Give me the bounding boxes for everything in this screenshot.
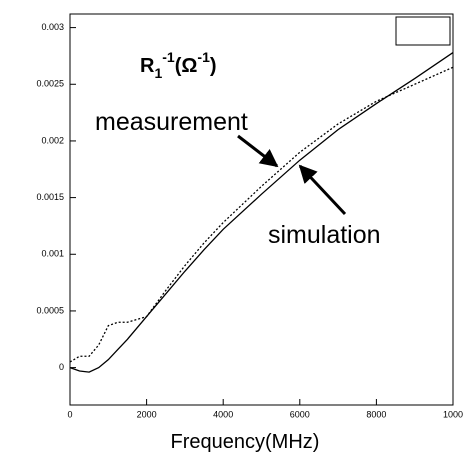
x-tick-label: 1000 [443,409,463,419]
x-tick-label: 4000 [213,409,233,419]
measurement-arrow [237,134,279,168]
annotation-unit: (Ω [175,55,198,77]
annotation-base: R [140,55,155,77]
annotation-close: ) [210,55,217,77]
y-tick-label: 0.0015 [36,192,64,202]
y-tick-label: 0 [59,362,64,372]
plot-frame [69,13,454,406]
y-tick-label: 0.0005 [36,305,64,315]
x-tick-label: 2000 [137,409,157,419]
annotation-sup: -1 [162,49,175,65]
y-tick-label: 0.003 [41,22,64,32]
y-tick-label: 0.001 [41,249,64,259]
series-line [69,66,454,363]
x-tick-label: 6000 [290,409,310,419]
simulation-arrow [298,164,347,216]
x-axis-title: Frequency(MHz) [171,431,320,453]
annotation-sub: 1 [154,65,162,81]
annotation-unit-sup: -1 [197,49,210,65]
measurement-label: measurement [95,108,248,136]
x-tick-label: 8000 [366,409,386,419]
simulation-label: simulation [268,221,381,249]
series-line [69,51,454,373]
y-tick-label: 0.002 [41,135,64,145]
annotation: R1-1(Ω-1) [140,49,217,81]
y-tick-label: 0.0025 [36,79,64,89]
x-tick-label: 0 [67,409,72,419]
legend-box [395,16,451,46]
